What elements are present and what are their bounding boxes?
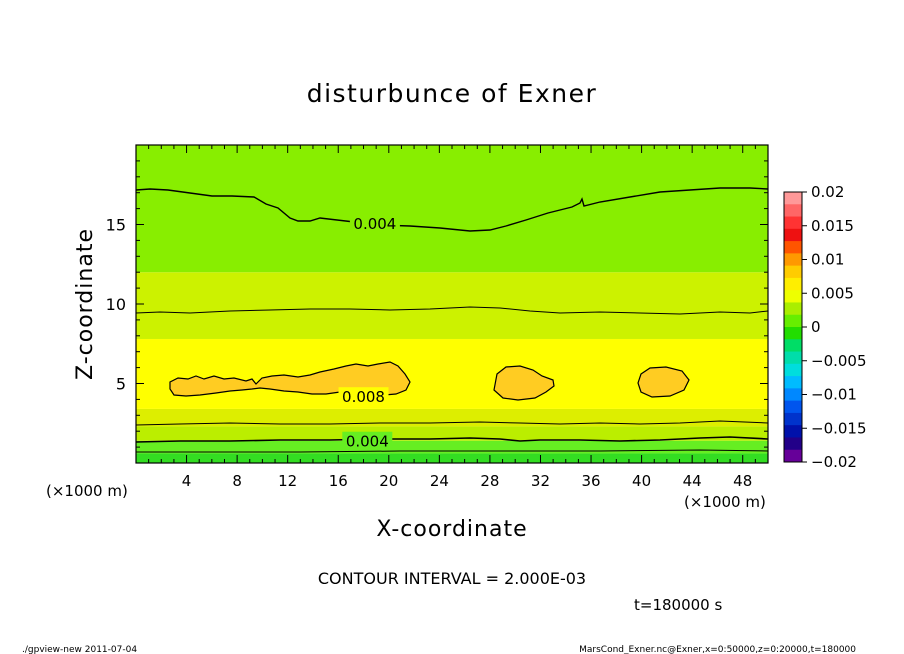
contour-line-bottom <box>136 449 768 453</box>
x-tick-label: 28 <box>480 472 499 490</box>
colorbar-swatch <box>784 216 802 230</box>
x-tick-label: 32 <box>531 472 550 490</box>
contour-labels: 0.004 0.008 0.004 <box>338 213 400 451</box>
colorbar-swatch <box>784 277 802 291</box>
contour-region <box>637 366 690 398</box>
y-axis-ticks: 5 10 15 <box>106 144 768 464</box>
contour-line-mid <box>136 306 768 315</box>
colorbar-swatch <box>784 327 802 340</box>
contour-interval: CONTOUR INTERVAL = 2.000E-03 <box>318 569 586 588</box>
contour-lines <box>136 187 768 453</box>
x-tick-label: 16 <box>329 472 348 490</box>
contour-label-2: 0.004 <box>346 433 389 451</box>
colorbar-swatch <box>784 376 802 389</box>
colorbar-tick-label: 0.01 <box>811 251 844 269</box>
time-label: t=180000 s <box>634 596 722 614</box>
colorbar-tick-label: −0.005 <box>811 352 867 370</box>
colorbar-tick-label: 0 <box>811 318 821 336</box>
colorbar-swatch <box>784 388 802 402</box>
colorbar-swatch <box>784 265 802 279</box>
footer-left: ./gpview-new 2011-07-04 <box>22 645 137 654</box>
colorbar-swatch <box>784 204 802 218</box>
contour-band-3 <box>136 408 768 427</box>
colorbar-tick-label: 0.015 <box>811 217 854 235</box>
x-tick-label: 44 <box>683 472 702 490</box>
x-unit-right: (×1000 m) <box>684 493 766 511</box>
colorbar-swatch <box>784 228 802 242</box>
colorbar-swatch <box>784 351 802 365</box>
x-axis-ticks: 4 8 12 16 20 24 28 32 36 40 44 48 <box>135 145 769 490</box>
x-tick-label: 4 <box>182 472 192 490</box>
contour-label-bg <box>349 213 400 232</box>
colorbar-tick-label: −0.01 <box>811 386 857 404</box>
x-tick-label: 24 <box>430 472 449 490</box>
colorbar-swatch <box>784 412 802 426</box>
x-tick-label: 40 <box>632 472 651 490</box>
contour-label-bg <box>342 431 393 450</box>
y-axis-label: Z-coordinate <box>73 228 98 380</box>
x-tick-label: 8 <box>232 472 242 490</box>
colorbar: 0.02 0.015 0.01 0.005 0 −0.005 −0.01 −0.015 −0.0… <box>784 183 867 471</box>
x-tick-label: 36 <box>581 472 600 490</box>
contour-band-5 <box>136 272 768 339</box>
footer-right: MarsCond_Exner.nc@Exner,x=0:50000,z=0:20… <box>579 645 856 654</box>
contour-label-bg <box>338 387 389 406</box>
contour-label-0: 0.004 <box>353 215 396 233</box>
contour-line-upper <box>136 187 768 232</box>
contour-line-low <box>136 420 768 426</box>
colorbar-swatch <box>784 425 802 438</box>
contour-band-1 <box>136 440 768 454</box>
colorbar-tick-label: 0.005 <box>811 284 854 302</box>
x-tick-label: 48 <box>733 472 752 490</box>
x-unit-left: (×1000 m) <box>46 482 128 500</box>
contour-band-2 <box>136 426 768 441</box>
contour-label-1: 0.008 <box>342 388 385 406</box>
colorbar-swatch <box>784 437 802 451</box>
x-tick-label: 20 <box>379 472 398 490</box>
contour-band-6 <box>136 145 768 273</box>
contour-band-0 <box>136 453 768 463</box>
x-axis-label: X-coordinate <box>376 517 527 542</box>
colorbar-swatch <box>784 449 802 463</box>
contour-region <box>493 365 555 401</box>
contour-fill <box>136 145 768 463</box>
colorbar-swatch <box>784 302 802 316</box>
chart-title: disturbunce of Exner <box>307 79 598 108</box>
x-tick-label: 12 <box>278 472 297 490</box>
colorbar-tick-label: 0.02 <box>811 183 844 201</box>
y-tick-label: 10 <box>106 295 126 314</box>
colorbar-swatch <box>784 363 802 377</box>
colorbar-frame <box>783 191 803 463</box>
colorbar-swatch <box>784 339 802 353</box>
colorbar-swatch <box>784 192 802 205</box>
colorbar-tick-label: −0.02 <box>811 453 857 471</box>
y-tick-label: 15 <box>106 216 126 235</box>
colorbar-swatch <box>784 290 802 303</box>
contour-line-0004-low <box>136 436 768 443</box>
y-tick-label: 5 <box>116 375 126 394</box>
colorbar-swatch <box>784 253 802 267</box>
colorbar-swatch <box>784 241 802 254</box>
colorbar-tick-label: −0.015 <box>811 419 867 437</box>
colorbar-swatch <box>784 400 802 414</box>
colorbar-swatch <box>784 314 802 328</box>
